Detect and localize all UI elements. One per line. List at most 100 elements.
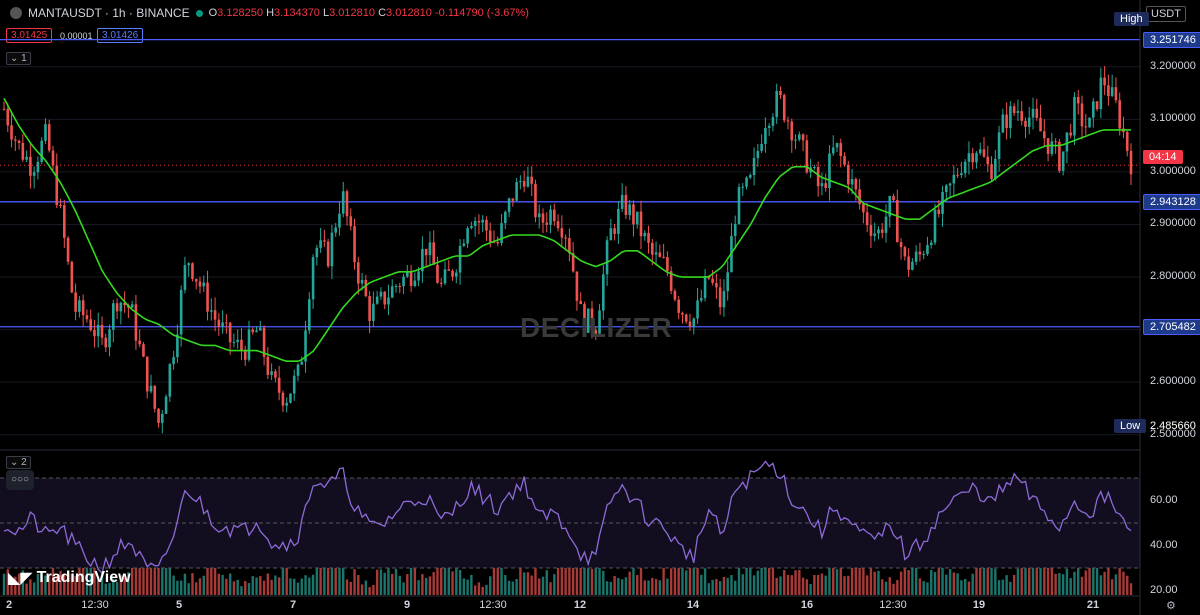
candle-body [537,213,541,218]
pane-menu-button[interactable]: ○○○ [6,470,34,490]
volume-bar [251,576,254,595]
sell-price-button[interactable]: 3.01425 [6,28,53,43]
candle-body [21,142,25,160]
candle-body [93,330,96,337]
candle-body [85,315,89,320]
volume-bar [560,566,564,595]
volume-bar [372,584,375,595]
candle-body [1088,117,1091,128]
candle-body [982,149,986,157]
volume-bar [914,566,918,595]
volume-bar [383,572,386,595]
candle-body [417,271,420,281]
price-tick-label: 2.500000 [1150,427,1196,440]
candle-body [360,279,364,284]
candle-body [839,143,843,157]
settings-gear-icon[interactable]: ⚙ [1166,600,1176,612]
candle-body [251,329,255,333]
volume-bar [850,566,854,595]
candle-body [213,310,217,320]
candle-body [903,247,907,257]
candle-body [605,240,609,275]
volume-bar [424,577,428,595]
volume-bar [63,575,66,595]
candle-body [801,134,805,141]
volume-bar [93,563,96,595]
candle-body [466,228,469,244]
candle-body [997,132,1001,159]
volume-bar [538,578,541,595]
rsi-bands [0,477,1140,569]
volume-bar [74,575,77,595]
volume-bar [594,567,597,595]
candle-body [847,164,850,185]
volume-bar [2,573,6,595]
volume-bar [620,579,624,595]
candle-body [277,377,281,393]
volume-bar [17,573,21,595]
time-tick-label: 14 [686,599,700,611]
volume-bar [798,569,801,595]
candle-body [854,179,858,190]
volume-bar [960,580,963,595]
candle-body [519,181,522,183]
candle-body [963,161,967,174]
candle-body [202,282,206,287]
candle-body [666,257,669,272]
volume-bar [922,581,925,595]
candle-body [613,228,616,234]
pane-2-collapse-button[interactable]: ⌄ 2 [6,456,31,469]
volume-bar [44,575,47,595]
buy-price-button[interactable]: 3.01426 [97,28,144,43]
volume-bar [10,580,13,595]
volume-bar [342,567,345,595]
candle-body [179,289,183,335]
volume-bar [556,564,560,595]
volume-bar [183,573,187,595]
candle-body [338,213,341,228]
candle-body [6,109,10,126]
candle-body [432,242,435,265]
volume-bar [624,577,628,595]
volume-bar [334,553,337,595]
candle-body [884,216,888,233]
candle-body [481,219,484,223]
candle-body [929,242,933,246]
candle-body [760,143,763,151]
volume-bar [417,580,420,595]
volume-bar [368,587,371,595]
volume-bar [176,580,179,595]
volume-bar [963,579,967,595]
candle-body [990,164,993,180]
volume-bar [835,569,839,595]
volume-bar [749,559,752,595]
volume-bar [394,568,398,595]
symbol-logo-icon [10,7,22,19]
volume-bar [843,576,846,595]
candle-body [1035,108,1039,118]
symbol-header: MANTAUSDT · 1h · BINANCE O3.128250 H3.13… [10,6,529,20]
candle-body [1054,141,1057,143]
level-tag: 2.705482 [1143,318,1200,335]
candle-body [978,149,982,154]
candle-body [907,256,910,270]
candle-body [696,300,699,319]
candle-body [835,143,839,148]
candle-body [10,125,13,140]
volume-bar [458,569,462,595]
candle-body [549,209,552,225]
volume-bar [285,561,288,595]
pane-1-collapse-button[interactable]: ⌄ 1 [6,52,31,65]
volume-bar [228,573,232,595]
volume-bar [666,578,669,595]
volume-bar [681,560,684,595]
symbol-title[interactable]: MANTAUSDT · 1h · BINANCE [28,6,190,20]
candle-body [119,302,123,312]
candle-body [756,150,760,158]
volume-bar [658,580,662,595]
candle-body [779,90,782,96]
volume-bar [473,585,477,595]
volume-bar [598,567,601,595]
candle-body [1092,101,1095,118]
